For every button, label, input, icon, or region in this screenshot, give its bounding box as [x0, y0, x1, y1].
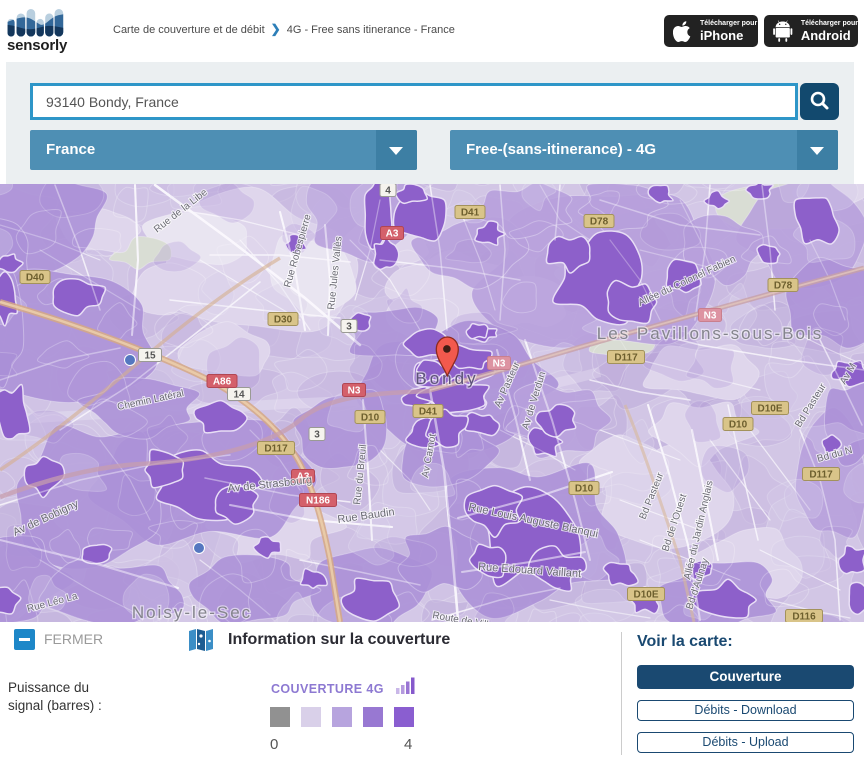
- svg-text:D78: D78: [590, 217, 609, 228]
- svg-text:D41: D41: [461, 208, 480, 219]
- svg-text:4: 4: [385, 186, 391, 197]
- svg-text:3: 3: [346, 322, 352, 333]
- svg-text:D10E: D10E: [633, 590, 658, 601]
- svg-text:D78: D78: [774, 281, 793, 292]
- svg-text:A3: A3: [386, 229, 399, 240]
- svg-text:N186: N186: [306, 496, 330, 507]
- svg-text:D117: D117: [614, 353, 638, 364]
- svg-text:3: 3: [314, 430, 320, 441]
- svg-text:D40: D40: [26, 273, 45, 284]
- svg-text:D30: D30: [274, 315, 293, 326]
- svg-text:D116: D116: [792, 612, 816, 623]
- svg-text:A3: A3: [297, 472, 310, 483]
- svg-text:Noisy-le-Sec: Noisy-le-Sec: [132, 603, 252, 622]
- svg-text:D117: D117: [809, 470, 833, 481]
- svg-text:15: 15: [144, 351, 156, 362]
- svg-text:D41: D41: [419, 407, 438, 418]
- svg-text:14: 14: [233, 390, 245, 401]
- svg-text:D10: D10: [729, 420, 748, 431]
- svg-text:N3: N3: [704, 311, 717, 322]
- svg-text:A86: A86: [213, 377, 232, 388]
- svg-text:Bondy: Bondy: [415, 369, 478, 388]
- svg-text:D10: D10: [575, 484, 594, 495]
- svg-text:D10E: D10E: [757, 404, 782, 415]
- svg-text:D117: D117: [264, 444, 288, 455]
- svg-text:N3: N3: [348, 386, 361, 397]
- svg-text:N3: N3: [493, 359, 506, 370]
- svg-text:D10: D10: [361, 413, 380, 424]
- svg-text:sensorly: sensorly: [7, 37, 68, 54]
- svg-text:Les Pavillons-sous-Bois: Les Pavillons-sous-Bois: [597, 324, 823, 343]
